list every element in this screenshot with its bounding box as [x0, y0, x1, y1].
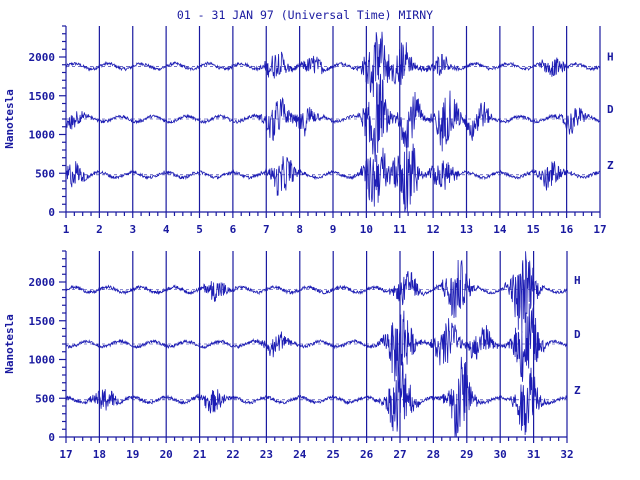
x-tick-label: 16: [560, 223, 574, 236]
y-tick-label: 1500: [29, 90, 56, 103]
x-tick-label: 32: [560, 448, 573, 461]
y-tick-label: 0: [48, 431, 55, 444]
y-tick-label: 0: [48, 206, 55, 219]
y-tick-label: 1000: [29, 354, 56, 367]
x-tick-label: 26: [360, 448, 374, 461]
series-label-h: H: [574, 274, 581, 287]
series-label-d: D: [607, 103, 614, 116]
series-trace-z: [65, 356, 568, 438]
series-label-h: H: [607, 50, 614, 63]
series-label-z: Z: [607, 159, 614, 172]
x-tick-label: 5: [196, 223, 203, 236]
x-tick-label: 11: [393, 223, 407, 236]
x-tick-label: 18: [93, 448, 106, 461]
y-tick-label: 500: [35, 167, 55, 180]
series-trace-h: [65, 31, 601, 98]
y-axis-label: Nanotesla: [3, 89, 16, 149]
x-tick-label: 2: [96, 223, 103, 236]
x-tick-label: 6: [230, 223, 237, 236]
x-tick-label: 19: [126, 448, 139, 461]
x-tick-label: 25: [327, 448, 340, 461]
x-tick-label: 4: [163, 223, 170, 236]
x-tick-label: 14: [493, 223, 507, 236]
series-trace-d: [65, 303, 568, 387]
x-tick-label: 12: [427, 223, 440, 236]
panel-jan-17-32: 0 500 1000 1500 2000 17 18 19 20 21 22 23 24 25 26 27 28…: [3, 250, 581, 461]
x-tick-label: 10: [360, 223, 373, 236]
x-tick-label: 7: [263, 223, 270, 236]
x-tick-label: 9: [330, 223, 337, 236]
x-tick-label: 13: [460, 223, 473, 236]
series-label-d: D: [574, 328, 581, 341]
y-tick-label: 500: [35, 392, 55, 405]
x-tick-label: 28: [427, 448, 440, 461]
series-trace-z: [65, 139, 601, 213]
x-tick-label: 31: [527, 448, 541, 461]
series-trace-d: [65, 73, 601, 163]
chart-title: 01 - 31 JAN 97 (Universal Time) MIRNY: [177, 8, 433, 22]
x-tick-label: 20: [160, 448, 173, 461]
x-tick-label: 21: [193, 448, 207, 461]
x-tick-label: 23: [260, 448, 273, 461]
y-axis-label: Nanotesla: [3, 314, 16, 374]
x-tick-label: 17: [593, 223, 606, 236]
y-tick-label: 2000: [29, 51, 56, 64]
y-tick-label: 1000: [29, 129, 56, 142]
x-tick-label: 24: [293, 448, 307, 461]
x-tick-label: 17: [59, 448, 72, 461]
x-tick-label: 22: [226, 448, 239, 461]
x-tick-label: 8: [296, 223, 303, 236]
series-trace-h: [65, 251, 568, 333]
x-tick-label: 3: [129, 223, 136, 236]
x-tick-label: 1: [63, 223, 70, 236]
x-tick-label: 27: [393, 448, 406, 461]
series-label-z: Z: [574, 384, 581, 397]
x-tick-label: 30: [494, 448, 507, 461]
y-tick-label: 1500: [29, 315, 56, 328]
x-tick-label: 29: [460, 448, 473, 461]
y-tick-label: 2000: [29, 276, 56, 289]
x-tick-label: 15: [527, 223, 540, 236]
